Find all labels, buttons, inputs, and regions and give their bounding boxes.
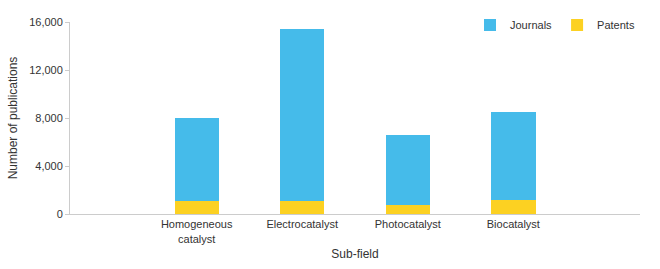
- svg-text:12,000: 12,000: [29, 64, 63, 76]
- svg-text:Photocatalyst: Photocatalyst: [375, 218, 441, 230]
- svg-text:8,000: 8,000: [35, 112, 63, 124]
- svg-text:Patents: Patents: [597, 19, 635, 31]
- svg-text:Biocatalyst: Biocatalyst: [487, 218, 540, 230]
- svg-text:Sub-field: Sub-field: [331, 247, 378, 261]
- svg-text:Electrocatalyst: Electrocatalyst: [266, 218, 338, 230]
- svg-text:Number of publications: Number of publications: [6, 57, 20, 180]
- svg-text:16,000: 16,000: [29, 16, 63, 28]
- svg-text:Journals: Journals: [510, 19, 552, 31]
- svg-text:0: 0: [57, 208, 63, 220]
- svg-text:Homogeneouscatalyst: Homogeneouscatalyst: [161, 218, 233, 244]
- svg-text:4,000: 4,000: [35, 160, 63, 172]
